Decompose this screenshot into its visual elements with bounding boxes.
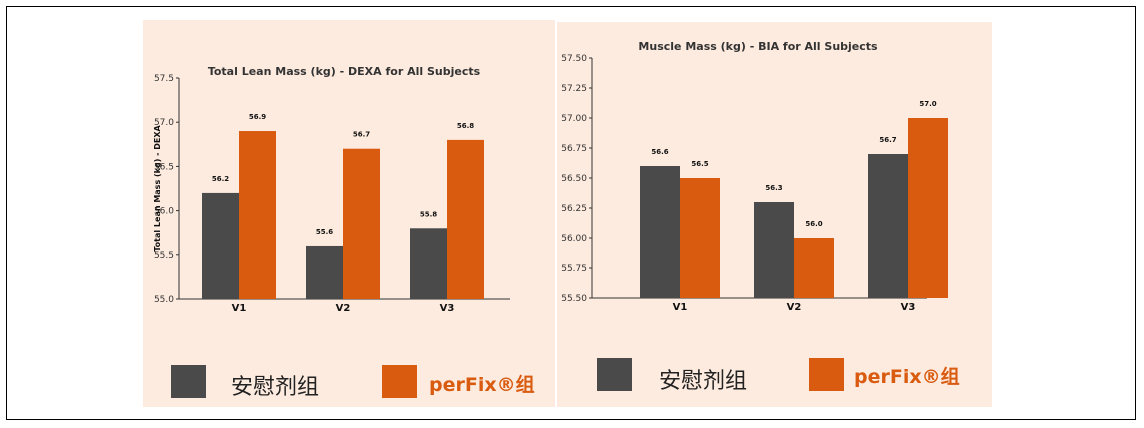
chart-title: Total Lean Mass (kg) - DEXA for All Subj… (208, 65, 481, 78)
x-tick-label: V1 (673, 302, 688, 313)
y-tick-label: 56.0 (154, 207, 174, 217)
y-tick-label: 57.0 (154, 118, 174, 128)
data-label: 56.5 (691, 160, 708, 168)
chart-dexa: Total Lean Mass (kg) - DEXA for All Subj… (153, 65, 510, 314)
y-tick-label: 55.75 (561, 264, 587, 274)
chart-panel-dexa: Total Lean Mass (kg) - DEXA for All Subj… (143, 20, 555, 407)
y-tick-label: 56.75 (561, 144, 587, 154)
bar-placebo-v2 (754, 202, 794, 298)
y-tick-label: 55.50 (561, 294, 587, 304)
x-tick-label: V2 (787, 302, 802, 313)
legend-label-perfix: perFix®组 (429, 374, 535, 396)
y-tick-label: 57.5 (154, 74, 174, 84)
chart-bia: Muscle Mass (kg) - BIA for All Subjects 5… (561, 40, 948, 313)
bar-placebo-v3 (868, 154, 908, 298)
legend-swatch-perfix (809, 358, 844, 391)
data-label: 56.0 (805, 220, 822, 228)
bar-placebo-v2 (306, 245, 343, 299)
y-tick-label: 55.5 (154, 251, 174, 261)
x-tick-label: V3 (901, 302, 916, 313)
y-tick-label: 56.50 (561, 174, 587, 184)
bar-perfix-v3 (908, 118, 948, 298)
chart-panel-bia: Muscle Mass (kg) - BIA for All Subjects 5… (557, 22, 992, 407)
y-tick-label: 56.5 (154, 162, 174, 172)
data-label: 56.2 (212, 175, 229, 183)
bar-perfix-v2 (343, 148, 380, 299)
data-label: 56.7 (353, 131, 370, 139)
bar-placebo-v1 (202, 192, 239, 299)
data-label: 56.8 (457, 122, 474, 130)
bar-perfix-v3 (447, 139, 484, 299)
legend-label-perfix: perFix®组 (854, 366, 960, 388)
bar-perfix-v1 (239, 131, 276, 299)
y-axis-label: Total Lean Mass (kg) - DEXA (153, 124, 162, 251)
figure-frame (6, 6, 1136, 420)
y-tick-label: 57.25 (561, 84, 587, 94)
data-label: 55.6 (316, 228, 333, 236)
x-tick-label: V1 (232, 303, 247, 314)
data-label: 56.3 (765, 184, 782, 192)
y-tick-label: 55.0 (154, 295, 174, 305)
chart-title: Muscle Mass (kg) - BIA for All Subjects (638, 40, 878, 53)
y-tick-label: 57.50 (561, 54, 587, 64)
data-label: 56.7 (879, 136, 896, 144)
data-label: 56.9 (249, 113, 266, 121)
data-label: 56.6 (651, 148, 668, 156)
bar-perfix-v1 (680, 178, 720, 298)
legend-swatch-perfix (382, 365, 417, 398)
legend-swatch-placebo (597, 358, 632, 391)
x-tick-label: V3 (440, 303, 455, 314)
data-label: 55.8 (420, 210, 437, 218)
legend-label-placebo: 安慰剂组 (659, 369, 748, 394)
y-tick-label: 57.00 (561, 114, 587, 124)
bar-placebo-v3 (410, 228, 447, 299)
bar-perfix-v2 (794, 238, 834, 298)
y-tick-label: 56.00 (561, 234, 587, 244)
legend-label-placebo: 安慰剂组 (231, 375, 320, 400)
bar-placebo-v1 (640, 166, 680, 298)
x-tick-label: V2 (336, 303, 351, 314)
data-label: 57.0 (919, 100, 936, 108)
y-tick-label: 56.25 (561, 204, 587, 214)
legend-swatch-placebo (171, 365, 206, 398)
